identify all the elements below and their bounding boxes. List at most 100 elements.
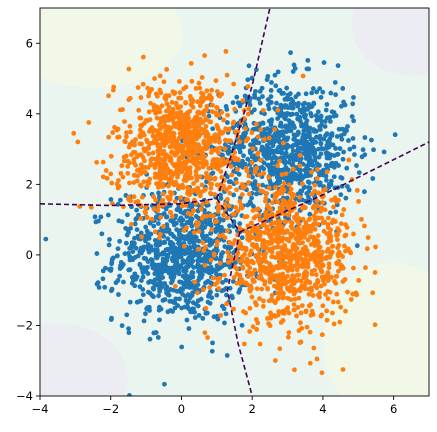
data-point — [117, 197, 123, 203]
data-point — [152, 174, 158, 180]
data-point — [160, 124, 166, 129]
data-point — [132, 271, 138, 277]
data-point — [224, 292, 229, 298]
data-point — [165, 137, 171, 143]
data-point — [143, 147, 149, 152]
data-point — [170, 106, 176, 112]
data-point — [190, 252, 196, 258]
data-point — [334, 152, 340, 157]
data-point — [219, 110, 225, 115]
data-point — [224, 187, 229, 192]
data-point — [274, 174, 280, 180]
data-point — [238, 202, 244, 208]
data-point — [339, 136, 345, 142]
data-point — [322, 207, 328, 213]
data-point — [245, 269, 250, 275]
data-point — [322, 124, 328, 129]
data-point — [299, 283, 305, 289]
data-point — [324, 101, 330, 107]
data-point — [202, 53, 208, 58]
data-point — [127, 299, 133, 305]
data-point — [282, 160, 288, 166]
data-point — [106, 134, 112, 140]
data-point — [230, 211, 236, 217]
data-point — [321, 188, 326, 193]
data-point — [231, 275, 237, 280]
data-point — [179, 279, 184, 285]
data-point — [153, 109, 159, 115]
decision-boundary-line — [216, 198, 241, 233]
data-point — [211, 164, 216, 170]
data-point — [115, 246, 121, 252]
data-point — [191, 265, 197, 270]
data-point — [324, 155, 330, 161]
data-point — [165, 309, 171, 315]
data-point — [203, 244, 209, 250]
data-point — [159, 103, 165, 109]
data-point — [253, 157, 258, 163]
data-point — [313, 221, 319, 227]
data-point — [290, 273, 295, 278]
data-point — [214, 105, 220, 110]
data-point — [306, 102, 312, 107]
data-point — [297, 152, 303, 158]
data-point — [154, 181, 159, 187]
data-point — [145, 259, 151, 264]
data-point — [254, 121, 259, 127]
data-point — [262, 153, 268, 159]
data-point — [264, 191, 270, 196]
data-point — [155, 221, 161, 226]
data-point — [297, 250, 303, 256]
data-point — [221, 212, 226, 218]
data-point — [227, 190, 233, 196]
data-point — [290, 253, 295, 259]
data-point — [102, 284, 108, 290]
data-point — [147, 129, 152, 134]
data-point — [149, 125, 155, 131]
data-point — [301, 113, 307, 119]
data-point — [158, 265, 164, 271]
data-point — [129, 240, 135, 246]
data-point — [109, 286, 115, 292]
data-point — [245, 156, 251, 162]
data-point — [160, 258, 166, 264]
data-point — [294, 245, 300, 251]
data-point — [117, 273, 123, 279]
data-point — [161, 224, 166, 229]
data-point — [260, 146, 266, 152]
data-point — [320, 278, 326, 283]
data-point — [285, 295, 291, 301]
data-point — [303, 244, 308, 250]
data-point — [252, 267, 258, 273]
data-point — [363, 265, 368, 271]
data-point — [273, 194, 279, 199]
data-point — [151, 286, 157, 292]
data-point — [329, 133, 335, 138]
data-point — [352, 152, 357, 157]
data-point — [304, 272, 309, 278]
data-point — [110, 255, 116, 261]
data-point — [154, 249, 160, 255]
data-point — [137, 141, 143, 147]
data-point — [249, 227, 255, 233]
data-point — [271, 167, 277, 173]
data-point — [204, 253, 209, 259]
data-point — [103, 168, 109, 173]
data-point — [195, 154, 201, 160]
data-point — [294, 313, 299, 319]
data-point — [146, 109, 152, 115]
data-point — [267, 279, 273, 285]
data-point — [330, 299, 336, 305]
data-point — [299, 173, 305, 178]
data-point — [188, 97, 194, 103]
data-point — [126, 330, 132, 336]
data-point — [271, 154, 277, 159]
data-point — [88, 204, 94, 210]
data-point — [178, 263, 184, 269]
data-point — [181, 125, 187, 131]
data-point — [139, 234, 144, 240]
data-point — [381, 149, 387, 155]
data-point — [189, 78, 195, 84]
plot-frame — [39, 7, 430, 397]
data-point — [354, 187, 360, 193]
